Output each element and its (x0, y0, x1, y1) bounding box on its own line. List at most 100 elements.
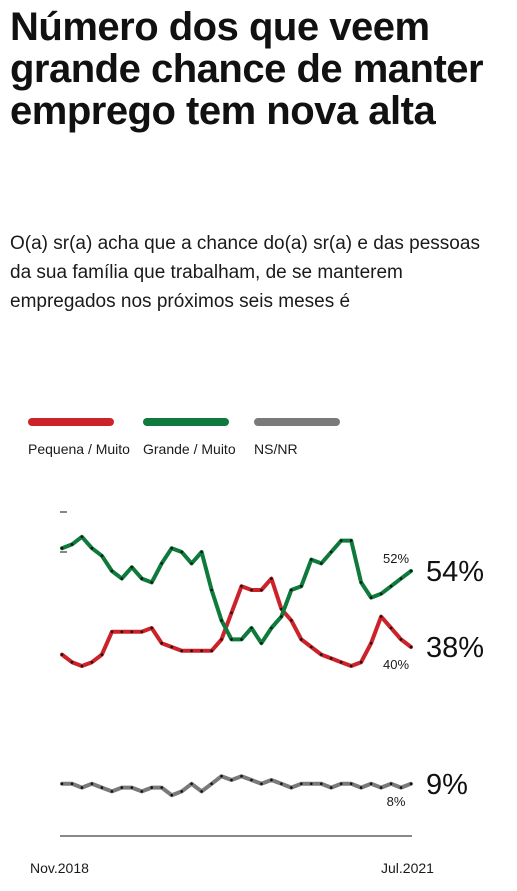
data-point-pequena-muito (220, 638, 223, 641)
end-value-label-pequena-muito: 40% (383, 657, 409, 672)
data-point-grande-muito (130, 565, 134, 569)
legend-swatch-grande (143, 418, 229, 426)
data-point-ns-nr (150, 786, 153, 789)
legend-item-nsnr: NS/NR (254, 418, 364, 460)
legend-swatch-nsnr (254, 418, 340, 426)
data-point-grande-muito (339, 539, 343, 542)
data-point-grande-muito (150, 581, 153, 584)
data-point-grande-muito (369, 596, 373, 599)
data-point-pequena-muito (60, 653, 64, 656)
data-point-ns-nr (320, 782, 323, 786)
data-point-pequena-muito (160, 641, 163, 645)
data-point-pequena-muito (100, 653, 104, 656)
data-point-grande-muito (409, 569, 413, 573)
end-value-label-ns-nr: 8% (387, 794, 406, 809)
data-point-ns-nr (339, 782, 343, 786)
legend-swatch-pequena (28, 418, 114, 426)
data-point-pequena-muito (270, 577, 273, 580)
data-point-grande-muito (329, 550, 333, 554)
data-point-pequena-muito (290, 619, 293, 622)
data-point-pequena-muito (349, 664, 353, 668)
data-point-pequena-muito (200, 649, 203, 653)
chart-title: Número dos que veem grande chance de man… (10, 5, 484, 133)
data-point-grande-muito (70, 543, 74, 546)
x-axis-end-label: Jul.2021 (381, 860, 434, 876)
data-point-grande-muito (80, 535, 84, 539)
data-point-ns-nr (70, 782, 74, 786)
data-point-pequena-muito (399, 638, 403, 641)
data-point-pequena-muito (170, 645, 173, 649)
data-point-grande-muito (260, 641, 263, 645)
data-point-ns-nr (160, 786, 163, 789)
data-point-grande-muito (320, 562, 323, 565)
legend-label-pequena: Pequena / Muito (28, 441, 130, 457)
data-point-grande-muito (399, 577, 403, 580)
data-point-pequena-muito (120, 630, 124, 634)
data-point-pequena-muito (310, 645, 313, 649)
data-point-grande-muito (230, 638, 233, 641)
data-point-grande-muito (210, 588, 213, 592)
data-point-ns-nr (130, 786, 134, 789)
data-point-ns-nr (210, 782, 213, 786)
latest-value-label-grande-muito: 54% (426, 556, 484, 588)
data-point-grande-muito (349, 539, 353, 542)
series-line-grande-muito (60, 534, 413, 646)
data-point-pequena-muito (260, 588, 263, 592)
data-point-grande-muito (170, 546, 173, 550)
data-point-ns-nr (260, 782, 263, 786)
data-point-pequena-muito (90, 660, 94, 664)
data-point-ns-nr (240, 774, 243, 778)
data-point-pequena-muito (110, 630, 114, 634)
data-point-pequena-muito (70, 660, 74, 664)
data-point-ns-nr (389, 782, 393, 786)
data-point-ns-nr (270, 778, 273, 782)
series-line-ns-nr (60, 774, 413, 798)
legend-item-grande: Grande / Muito (143, 418, 253, 460)
data-point-pequena-muito (140, 630, 144, 634)
data-point-ns-nr (379, 786, 383, 789)
data-point-pequena-muito (379, 615, 383, 618)
data-point-grande-muito (220, 619, 223, 622)
data-point-ns-nr (329, 786, 333, 789)
data-point-grande-muito (180, 550, 183, 554)
data-point-ns-nr (310, 782, 313, 786)
data-point-ns-nr (200, 790, 203, 793)
data-point-ns-nr (250, 778, 253, 782)
data-point-pequena-muito (240, 584, 243, 588)
series-layer: 40% 38% 52% 54% 8% 9% (60, 534, 484, 809)
data-point-ns-nr (190, 782, 193, 786)
data-point-ns-nr (280, 782, 283, 786)
data-point-grande-muito (300, 584, 303, 588)
data-point-grande-muito (359, 581, 363, 584)
data-point-ns-nr (120, 786, 124, 789)
data-point-pequena-muito (300, 638, 303, 641)
data-point-grande-muito (110, 569, 114, 573)
data-point-grande-muito (120, 577, 124, 580)
legend-label-grande: Grande / Muito (143, 441, 236, 457)
legend-item-pequena: Pequena / Muito (28, 418, 138, 460)
data-point-grande-muito (200, 550, 203, 554)
data-point-ns-nr (230, 778, 233, 782)
data-point-pequena-muito (130, 630, 134, 634)
chart-subtitle: O(a) sr(a) acha que a chance do(a) sr(a)… (10, 233, 480, 312)
data-point-grande-muito (160, 562, 163, 565)
end-value-label-grande-muito: 52% (383, 551, 409, 566)
data-point-ns-nr (409, 782, 413, 786)
x-axis-start-label: Nov.2018 (30, 860, 89, 876)
data-point-grande-muito (90, 546, 94, 550)
data-point-pequena-muito (250, 588, 253, 592)
latest-value-label-ns-nr: 9% (426, 769, 468, 801)
data-point-pequena-muito (230, 611, 233, 615)
data-point-pequena-muito (339, 660, 343, 664)
data-point-ns-nr (90, 782, 94, 786)
data-point-ns-nr (110, 790, 114, 793)
data-point-grande-muito (140, 577, 144, 580)
data-point-pequena-muito (180, 649, 183, 653)
data-point-pequena-muito (190, 649, 193, 653)
data-point-ns-nr (290, 786, 293, 789)
data-point-grande-muito (250, 626, 253, 630)
data-point-ns-nr (369, 782, 373, 786)
data-point-pequena-muito (210, 649, 213, 653)
data-point-ns-nr (170, 793, 173, 797)
